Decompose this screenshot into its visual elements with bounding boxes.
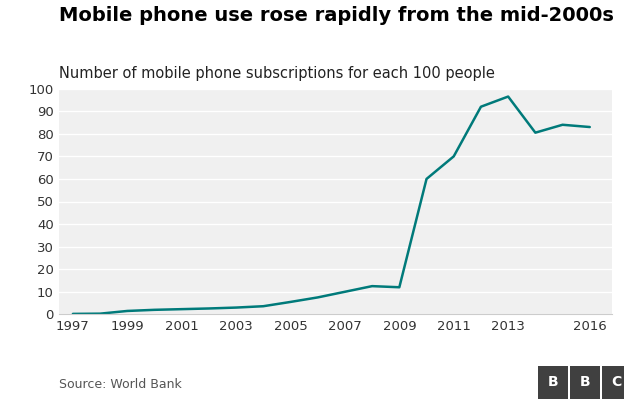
Text: B: B [579,376,590,389]
Text: Source: World Bank: Source: World Bank [59,378,182,391]
Text: Mobile phone use rose rapidly from the mid-2000s: Mobile phone use rose rapidly from the m… [59,6,614,25]
Text: B: B [547,376,558,389]
Text: Number of mobile phone subscriptions for each 100 people: Number of mobile phone subscriptions for… [59,66,495,81]
Text: C: C [612,376,622,389]
